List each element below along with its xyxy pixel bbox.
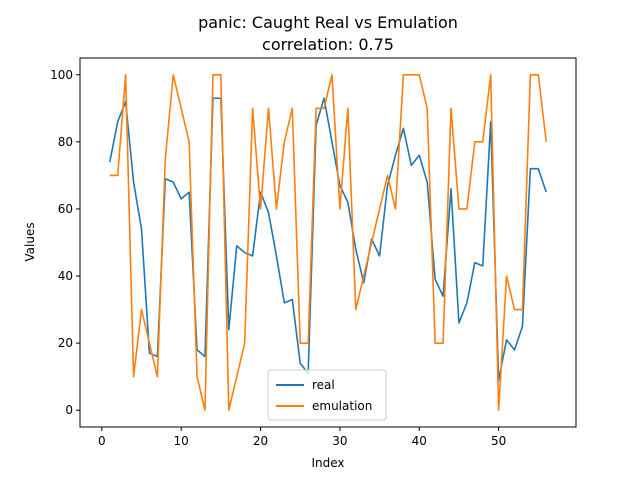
y-tick-label: 60 <box>58 202 73 216</box>
legend-label-emulation: emulation <box>312 399 372 413</box>
legend-label-real: real <box>312 378 335 392</box>
y-axis-ticks: 0 20 40 60 80 100 <box>50 68 80 417</box>
series-line-emulation <box>109 73 548 412</box>
plot-lines <box>108 73 548 412</box>
x-axis-ticks: 0 10 20 30 40 50 <box>98 427 506 448</box>
x-tick-label: 10 <box>174 434 189 448</box>
y-axis-label: Values <box>23 222 37 261</box>
plot-area-frame <box>79 57 577 428</box>
y-tick-label: 100 <box>50 68 73 82</box>
legend-box <box>267 369 387 421</box>
x-tick-label: 0 <box>98 434 106 448</box>
chart-subtitle: correlation: 0.75 <box>262 35 394 54</box>
y-tick-label: 40 <box>58 269 73 283</box>
y-tick-label: 80 <box>58 135 73 149</box>
x-tick-label: 40 <box>412 434 427 448</box>
x-axis-label: Index <box>311 456 344 470</box>
y-tick-label: 0 <box>65 403 73 417</box>
legend: real emulation <box>267 369 387 421</box>
x-tick-label: 50 <box>491 434 506 448</box>
y-tick-label: 20 <box>58 336 73 350</box>
x-tick-label: 30 <box>332 434 347 448</box>
chart-title: panic: Caught Real vs Emulation <box>198 13 458 32</box>
x-tick-label: 20 <box>253 434 268 448</box>
series-line-real <box>108 97 547 381</box>
